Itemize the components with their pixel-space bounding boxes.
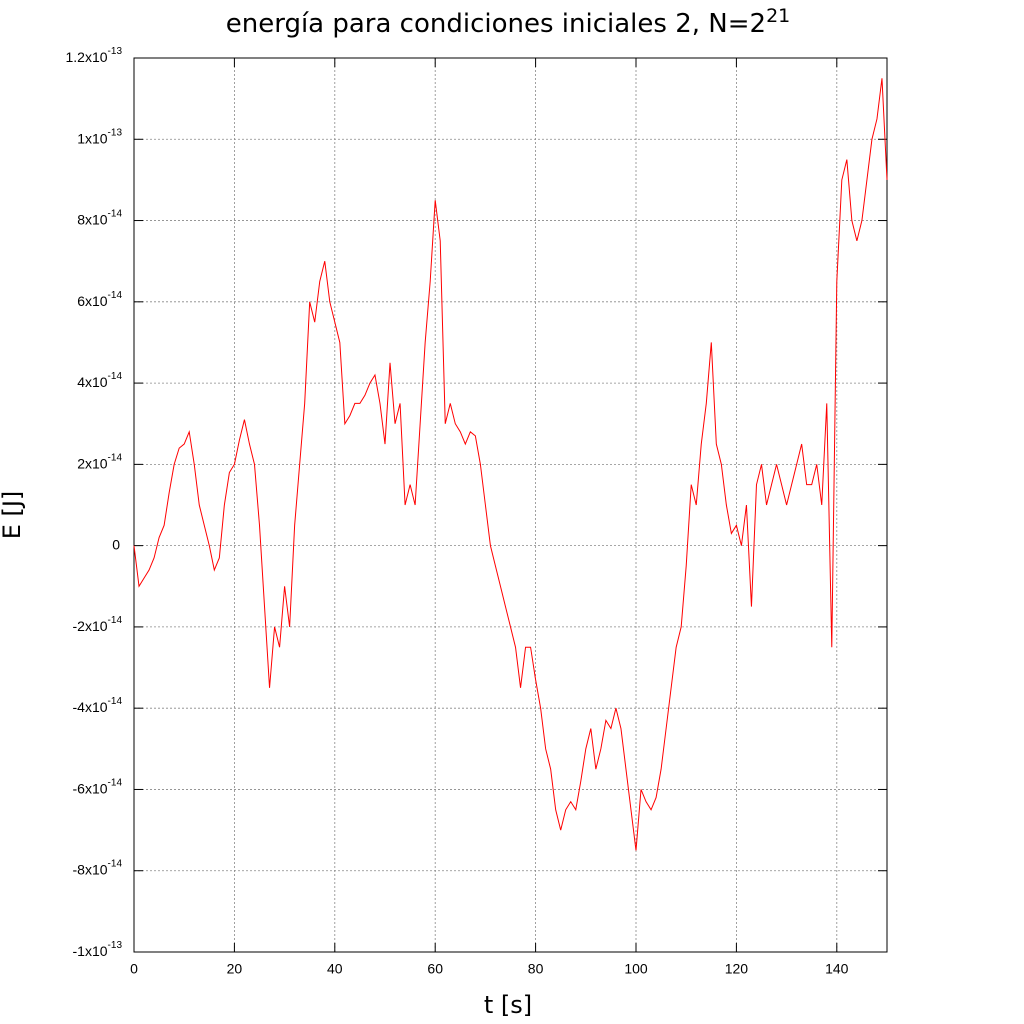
y-tick-mantissa: -6x10 xyxy=(73,780,108,796)
y-tick-exponent: -14 xyxy=(108,696,123,707)
y-tick-label: -2x10-14 xyxy=(73,615,123,634)
y-tick-mantissa: 2x10 xyxy=(77,455,108,471)
x-tick-label: 120 xyxy=(725,961,749,977)
y-tick-label: 8x10-14 xyxy=(77,208,122,227)
y-tick-mantissa: 1x10 xyxy=(77,130,108,146)
y-axis-label: E [J] xyxy=(0,491,26,540)
x-axis-label: t [s] xyxy=(484,991,532,1019)
y-tick-label: 1x10-13 xyxy=(77,127,122,146)
y-tick-label: -1x10-13 xyxy=(73,940,123,959)
y-tick-exponent: -14 xyxy=(108,615,123,626)
y-tick-label: 2x10-14 xyxy=(77,452,122,471)
y-tick-exponent: -13 xyxy=(108,127,123,138)
y-tick-mantissa: 1.2x10 xyxy=(66,49,108,65)
y-tick-label: -4x10-14 xyxy=(73,696,123,715)
y-tick-mantissa: -2x10 xyxy=(73,618,108,634)
y-tick-exponent: -14 xyxy=(108,452,123,463)
y-tick-mantissa: 4x10 xyxy=(77,374,108,390)
y-tick-exponent: -13 xyxy=(108,46,123,57)
title-superscript: 21 xyxy=(766,5,790,27)
y-tick-mantissa: 6x10 xyxy=(77,293,108,309)
y-tick-label: 0 xyxy=(112,536,120,552)
x-tick-label: 100 xyxy=(624,961,648,977)
y-tick-exponent: -14 xyxy=(108,289,123,300)
y-tick-label: -6x10-14 xyxy=(73,777,123,796)
x-tick-label: 40 xyxy=(327,961,343,977)
y-tick-mantissa: -4x10 xyxy=(73,699,108,715)
data-line xyxy=(133,78,888,851)
y-tick-label: 1.2x10-13 xyxy=(66,46,123,65)
x-tick-label: 0 xyxy=(130,961,138,977)
y-tick-exponent: -14 xyxy=(108,777,123,788)
x-tick-label: 140 xyxy=(825,961,849,977)
x-tick-label: 80 xyxy=(528,961,544,977)
x-tick-label: 20 xyxy=(227,961,243,977)
y-tick-mantissa: -1x10 xyxy=(73,943,108,959)
title-text: energía para condiciones iniciales 2, N=… xyxy=(226,9,766,39)
y-tick-label: 4x10-14 xyxy=(77,371,122,390)
y-tick-label: -8x10-14 xyxy=(73,858,123,877)
plot-frame xyxy=(133,57,888,953)
y-tick-exponent: -14 xyxy=(108,371,123,382)
y-tick-label: 6x10-14 xyxy=(77,289,122,308)
y-tick-mantissa: 8x10 xyxy=(77,211,108,227)
x-tick-label: 60 xyxy=(427,961,443,977)
y-tick-exponent: -14 xyxy=(108,208,123,219)
y-tick-mantissa: -8x10 xyxy=(73,861,108,877)
chart-title: energía para condiciones iniciales 2, N=… xyxy=(226,5,791,39)
y-tick-exponent: -13 xyxy=(108,940,123,951)
y-tick-exponent: -14 xyxy=(108,858,123,869)
